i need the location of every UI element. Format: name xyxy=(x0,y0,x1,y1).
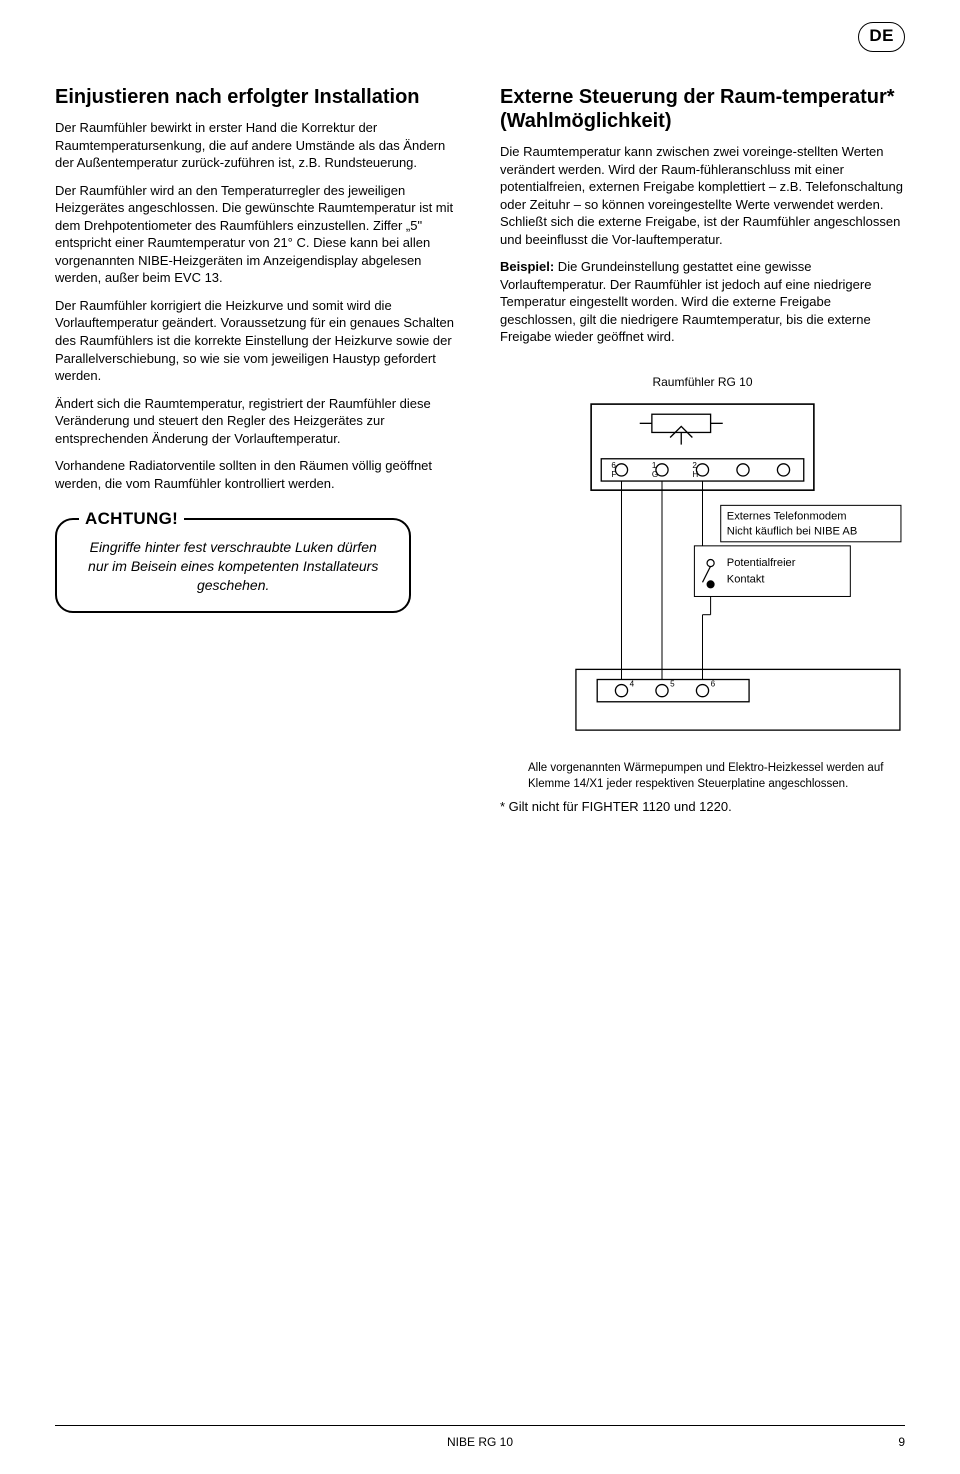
right-column: Externe Steuerung der Raum-temperatur* (… xyxy=(500,85,905,816)
modem-line2: Nicht käuflich bei NIBE AB xyxy=(727,526,857,538)
wiring-svg: 6 F 1 G 2 H Externes Telefonmodem Nicht … xyxy=(500,396,905,745)
footer-center: NIBE RG 10 xyxy=(55,1434,905,1450)
term-F: F xyxy=(611,470,616,479)
right-heading: Externe Steuerung der Raum-temperatur* (… xyxy=(500,85,905,133)
right-p1: Die Raumtemperatur kann zwischen zwei vo… xyxy=(500,143,905,248)
term-H: H xyxy=(692,470,698,479)
left-p5: Vorhandene Radiatorventile sollten in de… xyxy=(55,457,460,492)
pf-line2: Kontakt xyxy=(727,574,766,586)
term-2: 2 xyxy=(692,461,697,470)
diagram-title: Raumfühler RG 10 xyxy=(500,374,905,390)
right-p2: Beispiel: Die Grundeinstellung gestattet… xyxy=(500,258,905,346)
lterm-6: 6 xyxy=(711,680,716,689)
right-p2-rest: Die Grundeinstellung gestattet eine gewi… xyxy=(500,259,871,344)
left-column: Einjustieren nach erfolgter Installation… xyxy=(55,85,460,816)
two-column-layout: Einjustieren nach erfolgter Installation… xyxy=(55,85,905,816)
language-badge: DE xyxy=(858,22,905,52)
left-heading: Einjustieren nach erfolgter Installation xyxy=(55,85,460,109)
diagram-svg-container: 6 F 1 G 2 H Externes Telefonmodem Nicht … xyxy=(500,396,905,751)
footer-rule xyxy=(55,1425,905,1426)
modem-line1: Externes Telefonmodem xyxy=(727,511,847,523)
term-1: 1 xyxy=(652,461,657,470)
left-p4: Ändert sich die Raumtemperatur, registri… xyxy=(55,395,460,448)
diagram-note: Alle vorgenannten Wärmepumpen und Elektr… xyxy=(500,761,905,792)
lterm-4: 4 xyxy=(630,680,635,689)
term-6: 6 xyxy=(611,461,616,470)
asterisk-note: * Gilt nicht für FIGHTER 1120 und 1220. xyxy=(500,798,905,816)
left-p3: Der Raumfühler korrigiert die Heizkurve … xyxy=(55,297,460,385)
beispiel-label: Beispiel: xyxy=(500,259,554,274)
pf-line1: Potentialfreier xyxy=(727,557,796,569)
term-G: G xyxy=(652,470,658,479)
achtung-label: ACHTUNG! xyxy=(79,508,184,531)
lterm-5: 5 xyxy=(670,680,675,689)
left-p1: Der Raumfühler bewirkt in erster Hand di… xyxy=(55,119,460,172)
achtung-box: ACHTUNG! Eingriffe hinter fest verschrau… xyxy=(55,518,411,613)
left-p2: Der Raumfühler wird an den Temperaturreg… xyxy=(55,182,460,287)
page-footer: NIBE RG 10 9 xyxy=(55,1434,905,1450)
wiring-diagram: Raumfühler RG 10 xyxy=(500,374,905,816)
achtung-text: Eingriffe hinter fest verschraubte Luken… xyxy=(85,538,381,595)
